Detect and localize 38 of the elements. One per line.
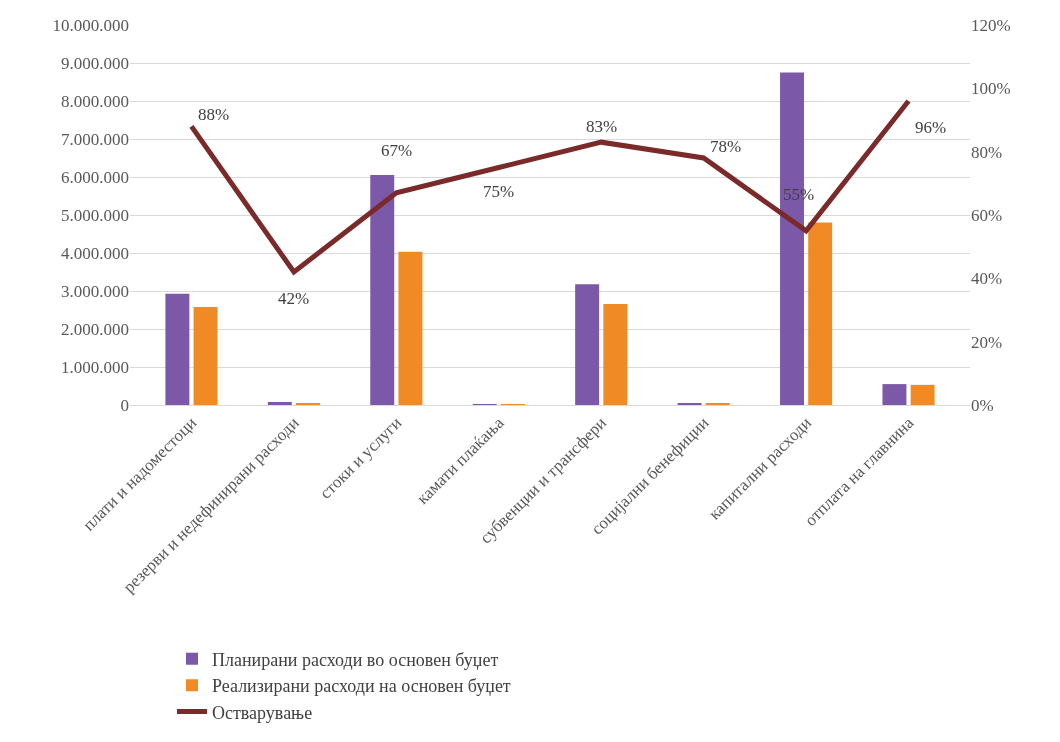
y-tick-label: 3.000.000 <box>61 281 129 301</box>
data-label: 67% <box>381 141 413 160</box>
bar <box>370 175 395 405</box>
legend-label: Реализирани расходи на основен буџет <box>212 676 511 697</box>
y2-tick-label: 0% <box>971 395 994 415</box>
y-tick-label: 0 <box>120 395 129 415</box>
y2-tick-label: 120% <box>971 15 1011 35</box>
bar <box>398 251 423 405</box>
bar <box>165 293 190 405</box>
y2-tick-label: 20% <box>971 332 1003 352</box>
y2-tick-label: 60% <box>971 205 1003 225</box>
y-tick-label: 7.000.000 <box>61 129 129 149</box>
bar <box>882 384 907 405</box>
bar <box>575 284 600 405</box>
y-tick-label: 4.000.000 <box>61 243 129 263</box>
y2-tick-label: 40% <box>971 269 1003 289</box>
data-label: 83% <box>586 117 618 136</box>
bar <box>808 222 833 405</box>
bar <box>910 384 935 405</box>
bar <box>193 306 218 405</box>
y-tick-label: 5.000.000 <box>61 205 129 225</box>
bar <box>603 303 628 405</box>
y-tick-label: 2.000.000 <box>61 319 129 339</box>
y-tick-label: 6.000.000 <box>61 167 129 187</box>
legend-label: Остварување <box>212 702 313 723</box>
data-label: 96% <box>915 118 947 137</box>
y2-tick-label: 80% <box>971 142 1003 162</box>
bar <box>267 401 292 405</box>
y-tick-label: 8.000.000 <box>61 91 129 111</box>
y-tick-label: 10.000.000 <box>52 15 129 35</box>
data-label: 42% <box>278 289 310 308</box>
data-label: 78% <box>710 137 742 156</box>
data-label: 75% <box>483 182 515 201</box>
data-label: 88% <box>198 105 230 124</box>
y2-tick-label: 100% <box>971 79 1011 99</box>
legend-label: Планирани расходи во основен буџет <box>212 649 499 670</box>
y-tick-label: 9.000.000 <box>61 53 129 73</box>
y-tick-label: 1.000.000 <box>61 357 129 377</box>
